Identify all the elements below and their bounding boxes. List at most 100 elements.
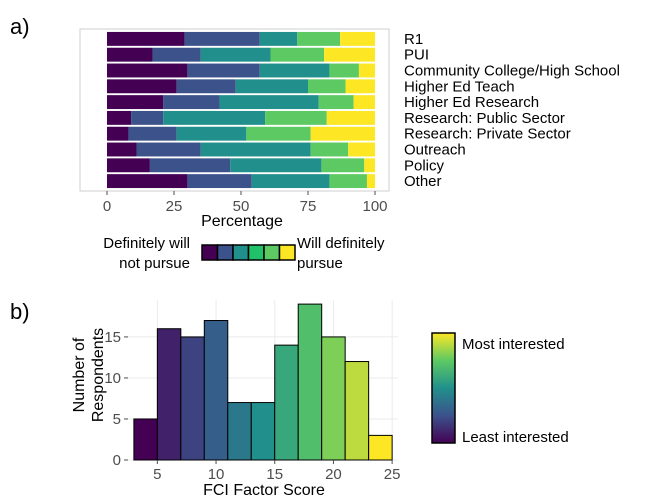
x-tick-label: 25 bbox=[166, 198, 183, 215]
category-label: Research: Private Sector bbox=[404, 126, 571, 143]
category-label: Outreach bbox=[404, 142, 466, 159]
bar-segment-3-1 bbox=[107, 63, 188, 78]
category-label: PUI bbox=[404, 47, 429, 64]
bar-segment-3-2 bbox=[187, 63, 260, 78]
bar-segment-1-3 bbox=[259, 31, 298, 46]
bar-segment-4-4 bbox=[308, 79, 346, 94]
bar-segment-6-2 bbox=[131, 110, 164, 125]
bar-segment-9-2 bbox=[149, 158, 231, 173]
bar-segment-9-1 bbox=[107, 158, 150, 173]
bar-segment-5-1 bbox=[107, 95, 164, 110]
bar-segment-6-4 bbox=[265, 110, 327, 125]
category-label: Higher Ed Teach bbox=[404, 78, 515, 95]
bar-segment-10-3 bbox=[251, 174, 330, 189]
panel-b-label: b) bbox=[10, 299, 30, 324]
bar-segment-3-5 bbox=[358, 63, 375, 78]
y-tick-label: 0 bbox=[113, 452, 121, 469]
bar-segment-1-2 bbox=[184, 31, 260, 46]
legend-right-line-2: pursue bbox=[297, 255, 343, 272]
bar-segment-10-1 bbox=[107, 174, 188, 189]
bar-segment-3-4 bbox=[329, 63, 359, 78]
bar-segment-6-1 bbox=[107, 110, 132, 125]
category-label: Research: Public Sector bbox=[404, 110, 565, 127]
histogram-bar-4 bbox=[203, 320, 229, 461]
x-tick-label: 15 bbox=[266, 466, 283, 483]
legend-key-2 bbox=[216, 244, 234, 261]
bar-segment-6-5 bbox=[326, 110, 375, 125]
bar-segment-7-5 bbox=[310, 126, 375, 141]
panel-a-label: a) bbox=[10, 14, 30, 39]
x-tick-label: 5 bbox=[153, 466, 161, 483]
bar-segment-2-5 bbox=[324, 47, 375, 62]
bar-segment-8-5 bbox=[348, 142, 375, 157]
legend-key-5 bbox=[263, 244, 281, 261]
category-label: Higher Ed Research bbox=[404, 94, 539, 111]
bar-segment-4-5 bbox=[345, 79, 375, 94]
y-axis-title-line-2: Respondents bbox=[90, 328, 107, 422]
bar-segment-1-4 bbox=[297, 31, 341, 46]
x-tick-label: 25 bbox=[384, 466, 401, 483]
legend-key-6 bbox=[278, 244, 296, 261]
bar-segment-10-2 bbox=[187, 174, 252, 189]
x-tick-label: 50 bbox=[233, 198, 250, 215]
bar-segment-3-3 bbox=[259, 63, 330, 78]
bar-segment-10-5 bbox=[366, 174, 375, 189]
category-label: R1 bbox=[404, 31, 423, 48]
bar-segment-2-3 bbox=[200, 47, 271, 62]
bar-segment-8-4 bbox=[310, 142, 349, 157]
histogram-bar-8 bbox=[297, 303, 323, 461]
bar-segment-10-4 bbox=[329, 174, 367, 189]
bar-segment-2-2 bbox=[152, 47, 201, 62]
histogram-bar-9 bbox=[321, 336, 346, 461]
legend-right-line-1: Will definitely bbox=[297, 235, 385, 252]
histogram-bar-3 bbox=[180, 336, 205, 461]
bar-segment-7-3 bbox=[176, 126, 247, 141]
bar-segment-4-1 bbox=[107, 79, 177, 94]
bar-segment-8-2 bbox=[136, 142, 201, 157]
y-tick-label: 15 bbox=[104, 329, 121, 346]
histogram-bar-6 bbox=[250, 402, 276, 461]
bar-segment-4-3 bbox=[235, 79, 308, 94]
x-tick-label: 20 bbox=[325, 466, 342, 483]
x-tick-label: 0 bbox=[103, 198, 111, 215]
colorbar bbox=[431, 332, 456, 444]
legend-left-line-1: Definitely will bbox=[103, 235, 190, 252]
bar-segment-6-3 bbox=[163, 110, 266, 125]
x-axis-title: Percentage bbox=[201, 213, 283, 230]
histogram-bar-10 bbox=[344, 361, 370, 461]
y-tick-label: 5 bbox=[113, 411, 121, 428]
y-axis-title: Number of Respondents bbox=[71, 328, 107, 422]
bar-segment-9-4 bbox=[321, 158, 365, 173]
bar-segment-4-2 bbox=[176, 79, 236, 94]
bar-segment-2-4 bbox=[270, 47, 325, 62]
category-label: Community College/High School bbox=[404, 63, 620, 80]
histogram-bar-5 bbox=[227, 402, 252, 461]
bar-segment-8-1 bbox=[107, 142, 137, 157]
histogram-bar-11 bbox=[368, 434, 393, 461]
bar-segment-1-1 bbox=[107, 31, 185, 46]
x-tick-label: 100 bbox=[362, 198, 387, 215]
bar-segment-7-4 bbox=[246, 126, 311, 141]
bar-segment-5-3 bbox=[219, 95, 319, 110]
bar-segment-7-1 bbox=[107, 126, 129, 141]
colorbar-top-label: Most interested bbox=[462, 336, 565, 353]
legend-left-line-2: not pursue bbox=[119, 255, 190, 272]
bar-segment-5-2 bbox=[163, 95, 220, 110]
x-axis-title: FCI Factor Score bbox=[203, 482, 325, 499]
y-tick-label: 10 bbox=[104, 370, 121, 387]
bar-segment-5-4 bbox=[318, 95, 354, 110]
legend-key-3 bbox=[232, 244, 250, 261]
legend-key-1 bbox=[201, 244, 219, 261]
bar-segment-1-5 bbox=[340, 31, 375, 46]
bar-segment-5-5 bbox=[353, 95, 375, 110]
histogram-bar-2 bbox=[156, 328, 182, 461]
x-tick-label: 75 bbox=[300, 198, 317, 215]
legend-key-4 bbox=[247, 244, 265, 261]
histogram-bar-7 bbox=[274, 344, 299, 461]
bar-segment-2-1 bbox=[107, 47, 153, 62]
bar-segment-7-2 bbox=[128, 126, 177, 141]
histogram-bar-1 bbox=[133, 418, 158, 461]
bar-segment-9-5 bbox=[364, 158, 375, 173]
